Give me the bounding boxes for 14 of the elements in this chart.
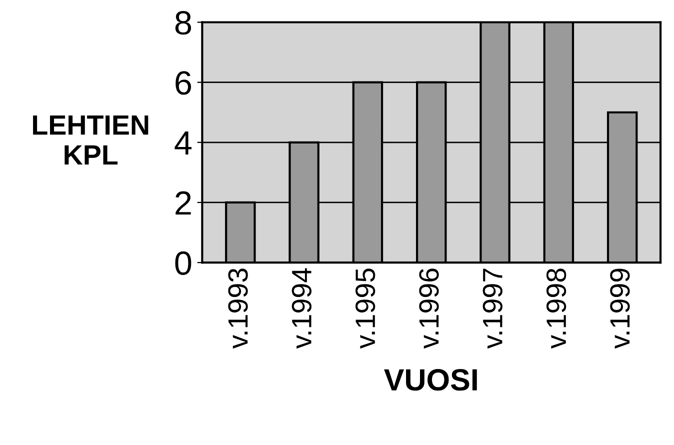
y-tick-label: 2: [176, 191, 191, 215]
y-tick-label: 4: [174, 132, 192, 154]
x-axis-title: VUOSI: [384, 369, 477, 391]
x-tick-label: v.1996: [419, 268, 439, 349]
y-axis-title: LEHTIEN KPL: [33, 116, 148, 165]
y-tick-label: 0: [175, 251, 192, 275]
y-tick-label: 8: [175, 11, 192, 35]
x-tick-label: v.1998: [546, 268, 566, 349]
y-tick-label: 6: [176, 71, 192, 95]
x-tick-label: v.1997: [482, 268, 502, 349]
x-tick-label: v.1993: [228, 268, 248, 349]
x-tick-label: v.1999: [610, 268, 630, 349]
x-tick-label: v.1995: [355, 268, 376, 349]
x-tick-label: v.1994: [292, 268, 312, 349]
